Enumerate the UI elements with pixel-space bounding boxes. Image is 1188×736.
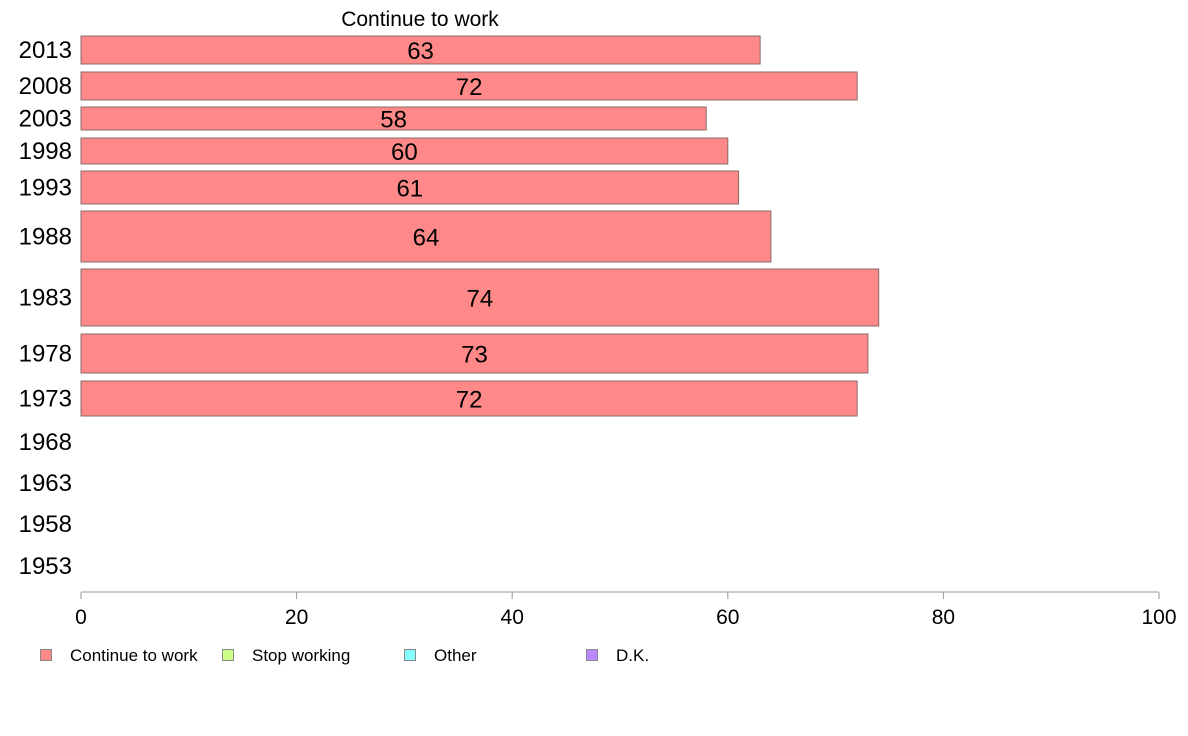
y-tick-label-1983: 1983 (19, 285, 72, 312)
y-tick-label-1973: 1973 (19, 386, 72, 413)
y-tick-label-2003: 2003 (19, 106, 72, 133)
bar-2013 (80, 35, 761, 65)
y-tick-label-1968: 1968 (19, 429, 72, 456)
bar-2008 (80, 71, 858, 101)
bar-1983 (80, 268, 880, 327)
y-tick-label-1963: 1963 (19, 470, 72, 497)
bar-2003 (80, 106, 707, 131)
legend-swatch-dk (586, 649, 598, 661)
y-tick-label-1998: 1998 (19, 138, 72, 165)
bar-label-1998: 60 (391, 139, 418, 166)
x-tick-label-60: 60 (716, 606, 739, 629)
legend-swatch-continue-to-work (40, 649, 52, 661)
y-tick-label-1978: 1978 (19, 341, 72, 368)
bar-1988 (80, 210, 772, 263)
bar-label-1978: 73 (461, 342, 488, 369)
legend-label-stop-working: Stop working (252, 646, 351, 665)
x-axis: 0 20 40 60 80 100 (75, 591, 1177, 629)
bar-value-labels: 63 72 58 60 61 64 74 73 72 (380, 38, 493, 414)
legend-label-continue-to-work: Continue to work (70, 646, 198, 665)
bar-label-1973: 72 (456, 387, 483, 414)
legend-label-other: Other (434, 646, 477, 665)
y-tick-label-1988: 1988 (19, 224, 72, 251)
bar-1978 (80, 333, 869, 374)
bar-1993 (80, 170, 740, 205)
bar-label-2003: 58 (380, 107, 407, 134)
bar-label-1988: 64 (413, 225, 440, 252)
bar-1998 (80, 137, 729, 165)
x-tick-label-0: 0 (75, 606, 87, 629)
legend-swatch-stop-working (222, 649, 234, 661)
x-tick-label-40: 40 (501, 606, 524, 629)
chart: Continue to work 2013 2008 2003 1998 1993 198… (19, 8, 1177, 629)
x-tick-label-80: 80 (932, 606, 955, 629)
bar-label-1983: 74 (467, 286, 494, 313)
x-tick-label-100: 100 (1141, 606, 1176, 629)
bars-group (80, 35, 880, 417)
bar-label-1993: 61 (396, 176, 423, 203)
y-axis-labels: 2013 2008 2003 1998 1993 1988 1983 1978 1973 1968… (19, 37, 72, 580)
y-tick-label-2008: 2008 (19, 73, 72, 100)
legend-label-dk: D.K. (616, 646, 650, 665)
y-tick-label-1958: 1958 (19, 511, 72, 538)
chart-title: Continue to work (341, 8, 499, 31)
bar-label-2013: 63 (407, 38, 434, 65)
legend-swatch-other (404, 649, 416, 661)
bar-1973 (80, 380, 858, 417)
y-tick-label-1993: 1993 (19, 175, 72, 202)
y-tick-label-1953: 1953 (19, 553, 72, 580)
x-tick-label-20: 20 (285, 606, 308, 629)
bar-label-2008: 72 (456, 74, 483, 101)
y-tick-label-2013: 2013 (19, 37, 72, 64)
